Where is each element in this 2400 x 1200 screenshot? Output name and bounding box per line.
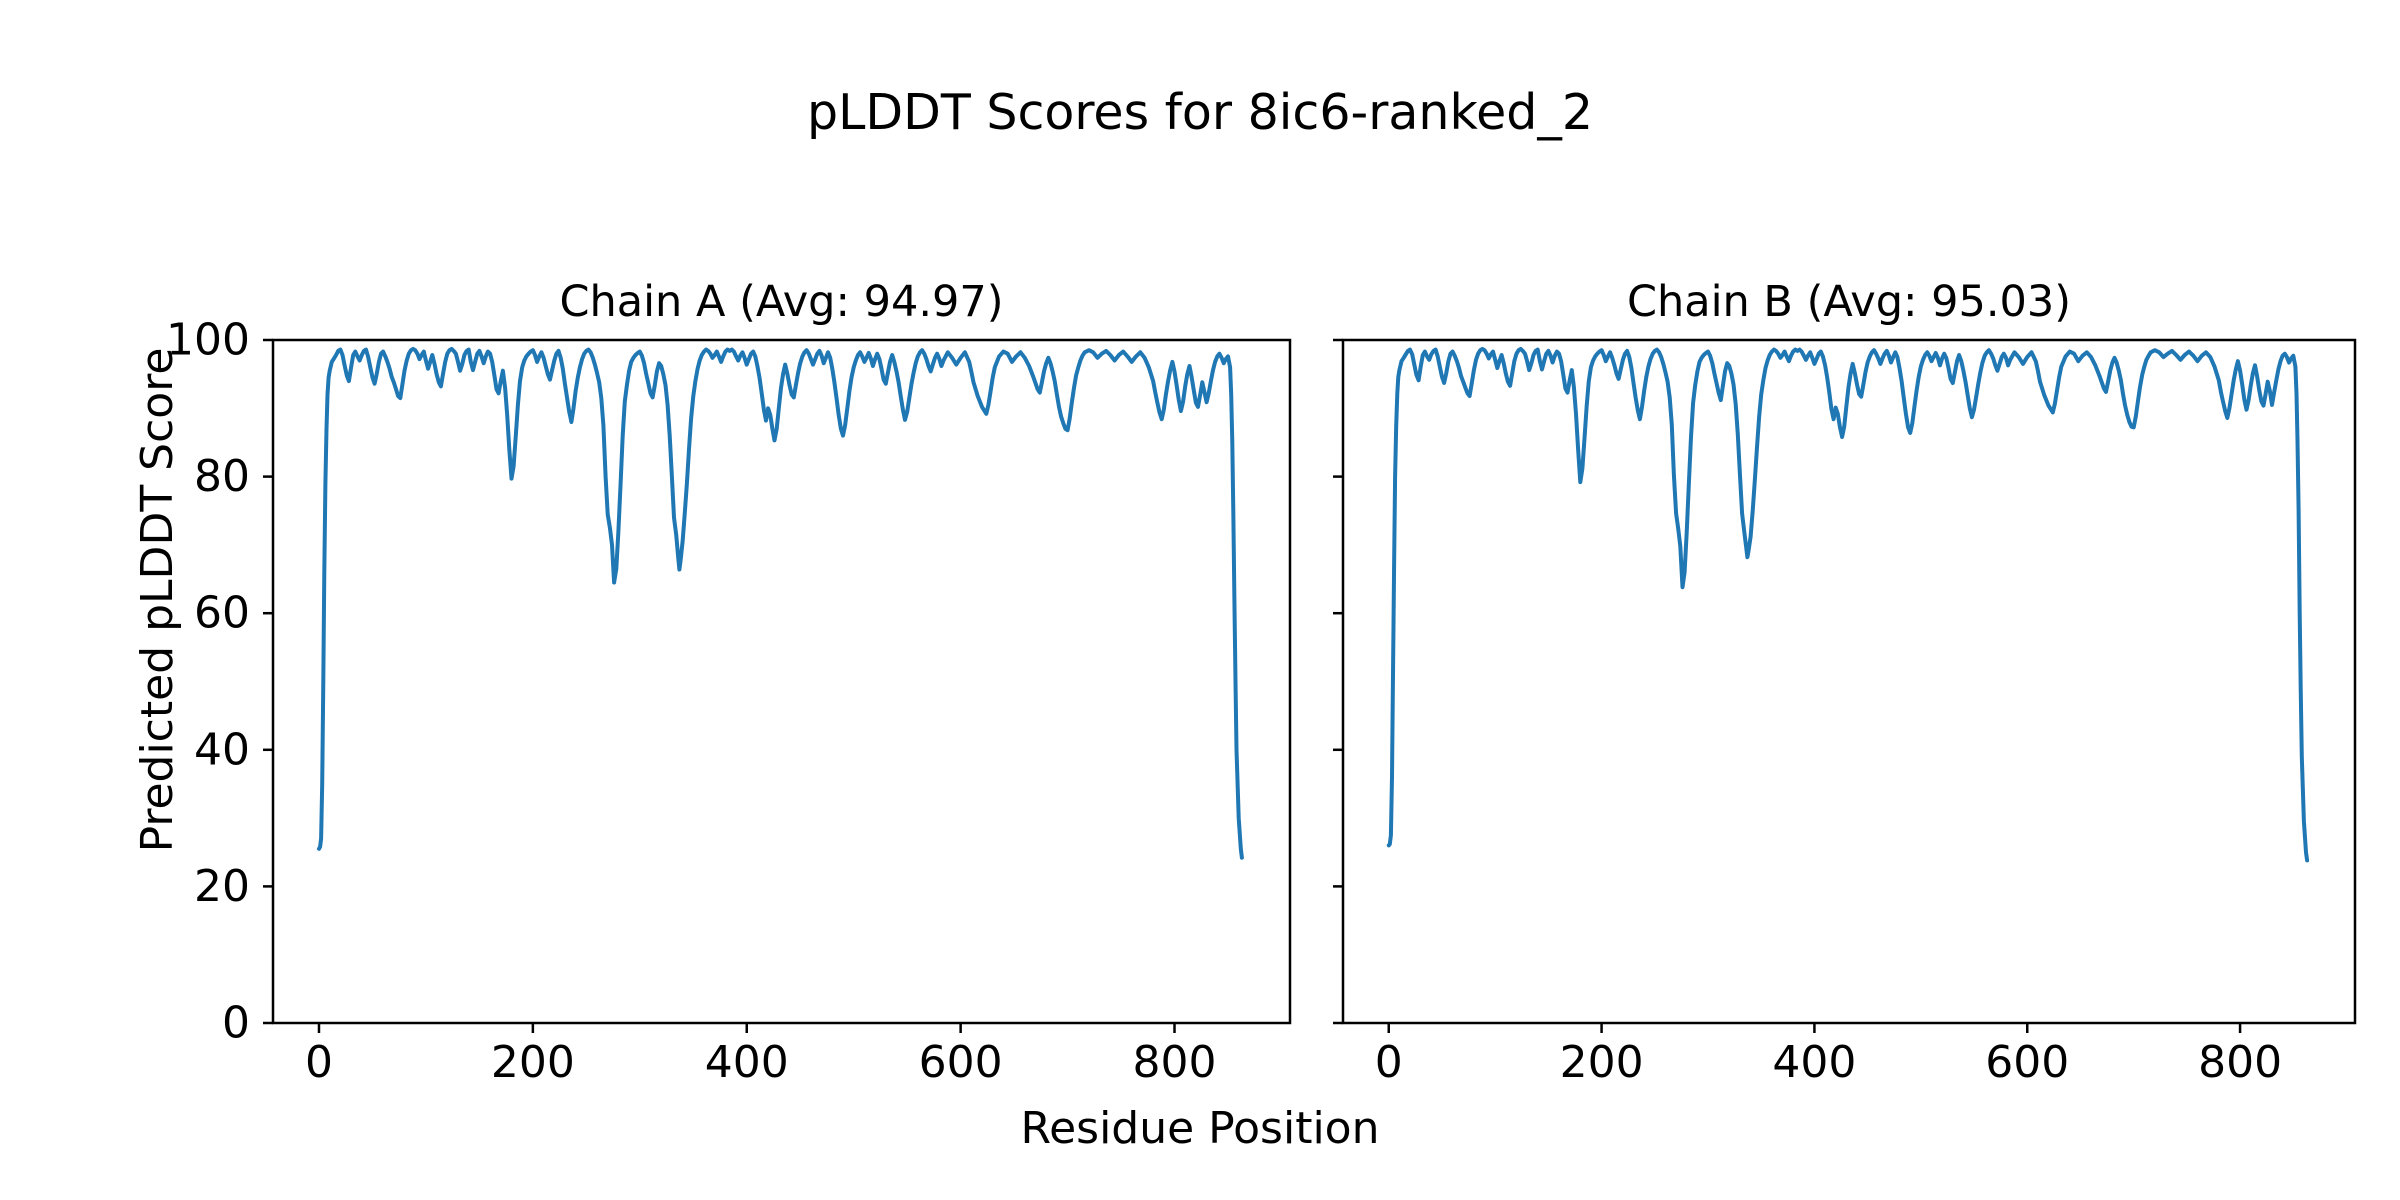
- x-tick-label: 600: [919, 1037, 1003, 1088]
- x-axis-label: Residue Position: [1020, 1103, 1380, 1154]
- y-tick-label: 100: [166, 315, 250, 366]
- y-tick-label: 40: [194, 724, 250, 775]
- x-tick-label: 800: [2198, 1037, 2282, 1088]
- x-tick-label: 600: [1985, 1037, 2069, 1088]
- subplot-chain-a-title: Chain A (Avg: 94.97): [559, 277, 1004, 327]
- axes-box: [271, 338, 1292, 1025]
- x-tick-label: 800: [1133, 1037, 1217, 1088]
- plddt-line-chain-a: [317, 346, 1244, 860]
- x-tick-label: 400: [1772, 1037, 1856, 1088]
- x-tick-label: 200: [491, 1037, 575, 1088]
- plddt-line-chain-b: [1386, 346, 2310, 863]
- figure-title: pLDDT Scores for 8ic6-ranked_2: [806, 84, 1594, 141]
- y-tick-label: 0: [222, 998, 250, 1049]
- subplot-chain-b-title: Chain B (Avg: 95.03): [1626, 277, 2072, 327]
- y-tick-label: 80: [194, 451, 250, 502]
- x-tick-label: 400: [705, 1037, 789, 1088]
- axes-box: [1341, 338, 2357, 1025]
- x-tick-label: 200: [1560, 1037, 1644, 1088]
- x-tick-label: 0: [1375, 1037, 1403, 1088]
- y-tick-label: 20: [194, 861, 250, 912]
- y-tick-label: 60: [194, 588, 250, 639]
- x-tick-label: 0: [305, 1037, 333, 1088]
